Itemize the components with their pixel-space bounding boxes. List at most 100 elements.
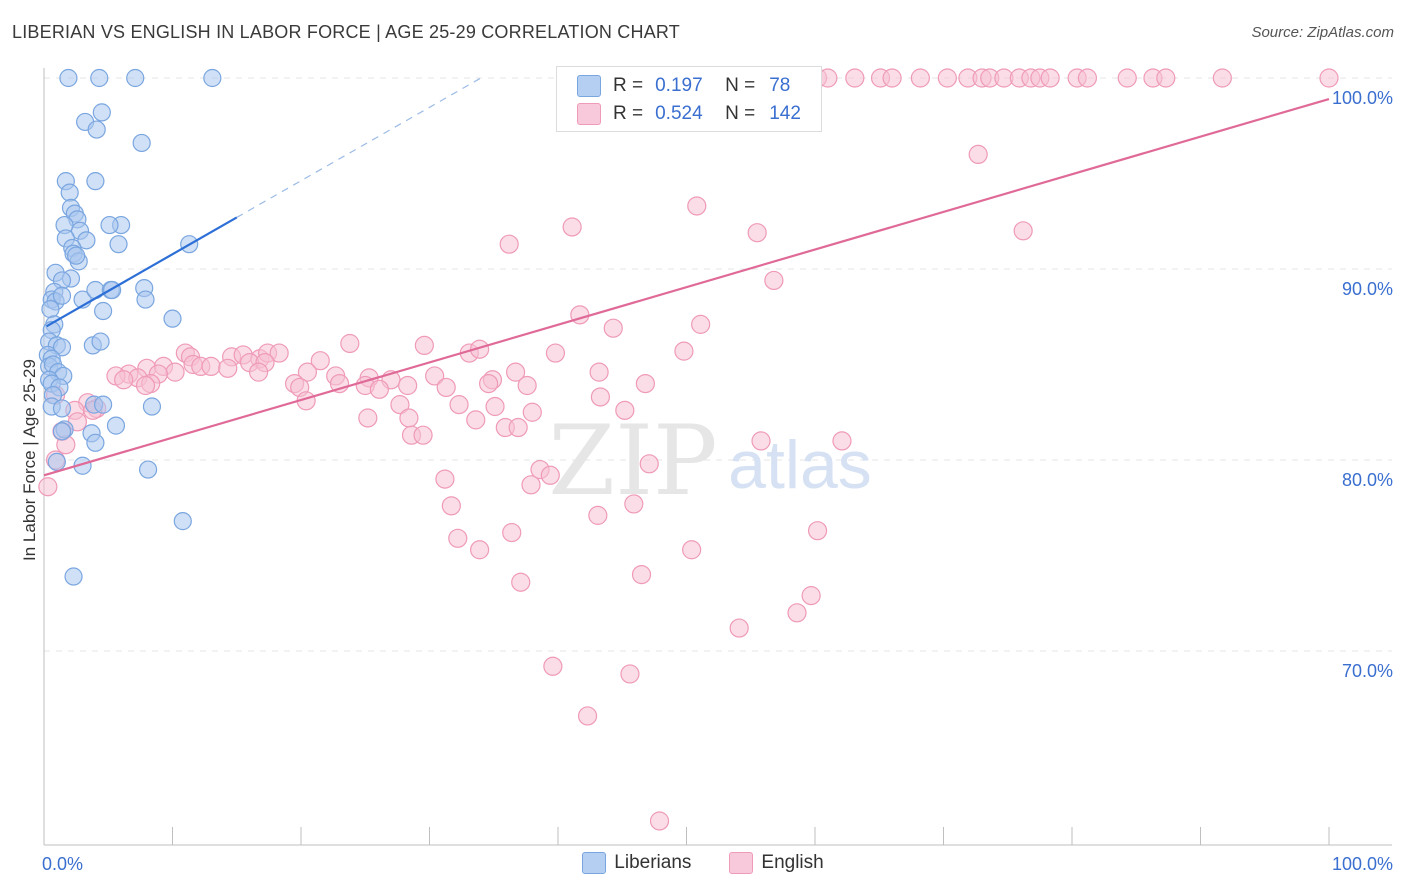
tick-labels: 70.0% 80.0% 90.0% 100.0% 0.0% 100.0% xyxy=(42,88,1393,874)
liberians-point xyxy=(67,246,86,265)
liberians-point xyxy=(86,172,105,191)
stats-n-value: 78 xyxy=(769,75,791,96)
x-tick-label: 100.0% xyxy=(1332,854,1393,874)
liberians-point xyxy=(87,120,106,139)
liberians-point xyxy=(173,512,192,531)
english-point xyxy=(1013,221,1033,241)
legend-item-english[interactable]: English xyxy=(729,852,824,874)
english-point xyxy=(201,356,221,377)
liberians-point xyxy=(77,231,96,250)
liberians-trend-extension xyxy=(236,77,482,218)
english-point xyxy=(1319,68,1339,88)
liberians-point xyxy=(60,183,79,202)
english-point xyxy=(590,387,611,407)
english-point xyxy=(448,528,468,548)
english-point xyxy=(114,370,134,390)
stats-row-liberians: R = 0.197 N = 78 xyxy=(577,75,790,97)
english-point xyxy=(165,362,185,382)
english-points xyxy=(38,68,1339,831)
y-tick-label: 90.0% xyxy=(1342,279,1393,299)
english-point xyxy=(545,343,566,363)
english-point xyxy=(747,223,767,243)
liberians-point xyxy=(41,300,60,319)
english-point xyxy=(603,318,623,338)
english-trend-line xyxy=(43,97,1330,477)
liberians-point xyxy=(203,68,222,88)
english-point xyxy=(635,374,655,394)
legend-swatch-pink xyxy=(729,852,754,874)
liberians-point xyxy=(126,68,145,88)
english-point xyxy=(340,333,360,354)
y-tick-label: 70.0% xyxy=(1342,661,1393,681)
english-point xyxy=(1040,68,1060,88)
english-point xyxy=(399,408,419,428)
liberians-point xyxy=(92,103,111,122)
english-point xyxy=(502,522,522,543)
english-point xyxy=(845,68,865,88)
english-point xyxy=(398,375,418,396)
liberians-point xyxy=(132,133,151,153)
english-point xyxy=(624,494,644,514)
english-point xyxy=(479,374,499,394)
english-point xyxy=(248,362,269,382)
english-point xyxy=(910,68,930,88)
english-point xyxy=(631,564,652,585)
stats-swatch-pink xyxy=(577,103,601,125)
legend-label-english: English xyxy=(761,852,824,873)
english-point xyxy=(882,68,902,88)
legend-item-liberians[interactable]: Liberians xyxy=(582,852,691,874)
y-tick-label: 100.0% xyxy=(1332,88,1393,108)
english-point xyxy=(269,343,289,363)
english-point xyxy=(674,341,694,361)
liberians-point xyxy=(52,338,72,357)
english-point xyxy=(310,351,330,371)
english-point xyxy=(937,68,957,88)
english-point xyxy=(1117,68,1137,88)
liberians-point xyxy=(91,332,110,351)
stats-n-label: N = xyxy=(725,75,756,96)
english-point xyxy=(390,395,410,415)
liberians-point xyxy=(100,215,119,235)
english-point xyxy=(1156,68,1176,88)
stats-box: R = 0.197 N = 78 R = 0.524 N = 142 xyxy=(556,66,822,132)
liberians-point xyxy=(59,68,78,88)
english-point xyxy=(413,425,433,445)
english-point xyxy=(38,477,58,497)
english-point xyxy=(517,375,537,396)
english-point xyxy=(751,431,771,451)
liberians-point xyxy=(136,290,155,309)
trend-lines xyxy=(43,77,1330,477)
english-point xyxy=(649,811,670,831)
stats-r-value: 0.197 xyxy=(655,75,703,96)
chart-title: LIBERIAN VS ENGLISH IN LABOR FORCE | AGE… xyxy=(12,22,680,42)
liberians-point xyxy=(64,567,83,586)
stats-r-label: R = xyxy=(613,75,644,96)
english-point xyxy=(577,706,598,726)
english-point xyxy=(968,144,988,164)
english-point xyxy=(639,454,659,474)
english-point xyxy=(511,572,531,592)
english-point xyxy=(521,475,541,495)
english-point xyxy=(358,408,378,428)
liberians-point xyxy=(106,416,126,435)
stats-row-english: R = 0.524 N = 142 xyxy=(577,103,801,125)
english-point xyxy=(508,417,528,438)
liberians-point xyxy=(47,452,66,472)
liberians-point xyxy=(138,460,158,479)
y-axis-label: In Labor Force | Age 25-29 xyxy=(20,359,39,561)
english-point xyxy=(470,540,490,560)
liberians-point xyxy=(94,395,113,414)
liberians-point xyxy=(109,235,128,254)
source-label: Source: ZipAtlas.com xyxy=(1251,24,1394,41)
stats-swatch-blue xyxy=(577,75,601,97)
english-point xyxy=(449,395,469,415)
x-tick-label: 0.0% xyxy=(42,854,83,874)
english-point xyxy=(615,400,635,420)
liberians-point xyxy=(90,68,109,88)
english-point xyxy=(436,377,456,398)
english-point xyxy=(499,234,519,254)
liberians-point xyxy=(163,309,182,328)
axes xyxy=(43,68,1392,846)
english-point xyxy=(588,505,608,525)
